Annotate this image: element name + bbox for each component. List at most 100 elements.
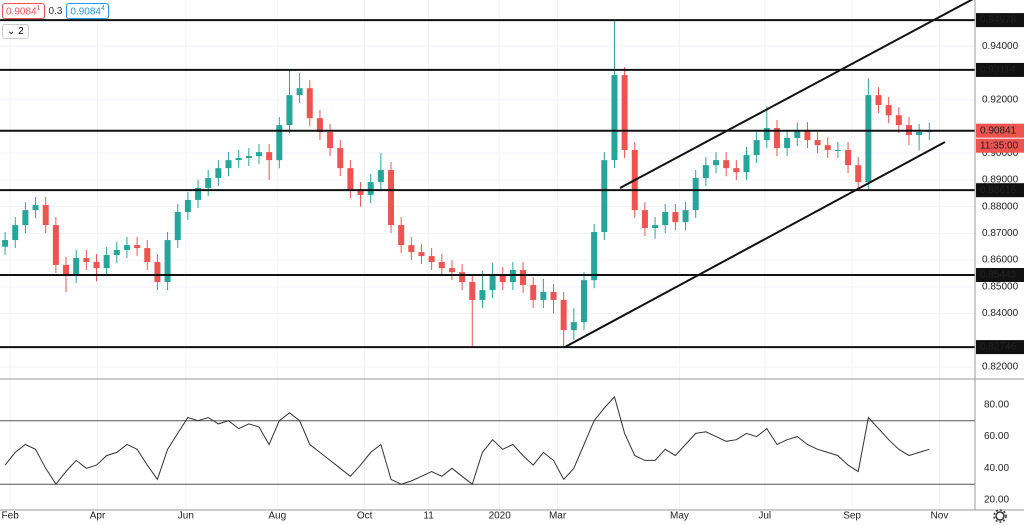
ask[interactable]: 0.90844 [66, 3, 109, 20]
level-label: 0.85443 [980, 270, 1017, 281]
candle-body [499, 275, 506, 283]
level-label-box [976, 183, 1024, 198]
candle-body [123, 245, 130, 250]
x-tick-label: Jul [758, 511, 771, 522]
candle-body [225, 160, 232, 169]
y-tick-label: 0.89000 [982, 175, 1019, 186]
candle-body [743, 155, 750, 173]
candle-body [834, 149, 841, 151]
settings-icon[interactable] [993, 509, 1007, 523]
candle-body [103, 255, 110, 269]
x-tick-label: Jun [178, 511, 194, 522]
candle-body [794, 130, 801, 138]
candle-body [276, 125, 283, 161]
candle-body [641, 210, 648, 229]
bid[interactable]: 0.90841 [2, 3, 45, 20]
candle-body [530, 284, 537, 300]
candle-body [428, 256, 435, 262]
candle-body [32, 205, 39, 211]
candle-body [489, 275, 496, 291]
candle-body [448, 268, 455, 273]
candle-body [306, 88, 313, 119]
candle-body [418, 252, 425, 257]
candle-body [113, 249, 120, 256]
y-tick-label: 0.90000 [982, 148, 1019, 159]
candle-body [845, 149, 852, 166]
x-tick-label: 11 [423, 511, 434, 522]
x-tick-label: Apr [90, 511, 106, 522]
last-price-label: 0.90841 [980, 125, 1017, 136]
candle-body [570, 322, 577, 331]
candle-body [560, 299, 567, 331]
candle-body [286, 95, 293, 126]
candle-body [235, 157, 242, 161]
candle-body [337, 148, 344, 169]
x-tick-label: 2020 [489, 511, 512, 522]
candle-body [621, 75, 628, 150]
bid-value: 0.9084 [6, 6, 37, 18]
candle-body [266, 152, 273, 161]
candle-body [195, 187, 202, 200]
candle-body [713, 160, 720, 166]
level-label: 0.88616 [980, 185, 1017, 196]
candle-body [367, 182, 374, 195]
candle-body [154, 261, 161, 283]
channel-lower [564, 141, 946, 348]
candle-body [134, 245, 141, 249]
y-tick-label: 0.82000 [982, 362, 1019, 373]
candle-body [174, 211, 181, 241]
y-tick-label: 20.00 [984, 495, 1009, 506]
candle-body [347, 168, 354, 191]
gear-teeth[interactable] [993, 509, 1007, 523]
x-tick-label: May [670, 511, 689, 522]
y-tick-label: 0.85000 [982, 281, 1019, 292]
candle-body [93, 261, 100, 269]
candle-body [520, 270, 527, 285]
indicator-toggle[interactable]: ⌄ 2 [2, 24, 29, 39]
candle-body [763, 128, 770, 141]
countdown: 11:35:00 [980, 140, 1019, 151]
level-label-box [976, 13, 1024, 28]
candle-body [662, 211, 669, 226]
y-tick-label: 0.84000 [982, 308, 1019, 319]
marks [0, 19, 975, 486]
candle-body [73, 257, 80, 276]
gear[interactable] [995, 511, 1005, 521]
axes: Feb Apr Jun Aug Oct 11 2020 Mar May Jul Sep Nov 0.94… [2, 13, 1024, 522]
candle-body [672, 211, 679, 223]
y-tick-label: 0.86000 [982, 255, 1019, 266]
candle-body [52, 225, 59, 265]
candle-body [702, 165, 709, 179]
grid [0, 0, 975, 510]
candle-body [205, 178, 212, 188]
indicator-count: 2 [18, 26, 24, 37]
ask-small: 4 [101, 5, 105, 12]
candle-body [875, 95, 882, 106]
x-tick-label: Feb [2, 511, 20, 522]
y-tick-label: 0.92000 [982, 94, 1019, 105]
level-label-box [976, 62, 1024, 77]
candle-body [733, 168, 740, 173]
x-tick-label: Aug [268, 511, 286, 522]
candle-body [580, 280, 587, 323]
candle-body [753, 140, 760, 156]
candle-body [773, 128, 780, 149]
y-tick-label: 80.00 [984, 399, 1009, 410]
candle-body [215, 168, 222, 179]
x-tick-label: Oct [357, 511, 373, 522]
candle-body [509, 270, 516, 283]
candle-body [682, 210, 689, 223]
candle-body [865, 95, 872, 183]
candle-body [692, 178, 699, 211]
channel-upper [619, 0, 974, 189]
candle-body [814, 140, 821, 146]
candle-body [895, 115, 902, 126]
candle-body [916, 132, 923, 135]
y-tick-label: 60.00 [984, 431, 1009, 442]
candle-body [479, 290, 486, 300]
x-tick-label: Mar [549, 511, 567, 522]
candle-body [540, 291, 547, 300]
candle-body [357, 190, 364, 195]
